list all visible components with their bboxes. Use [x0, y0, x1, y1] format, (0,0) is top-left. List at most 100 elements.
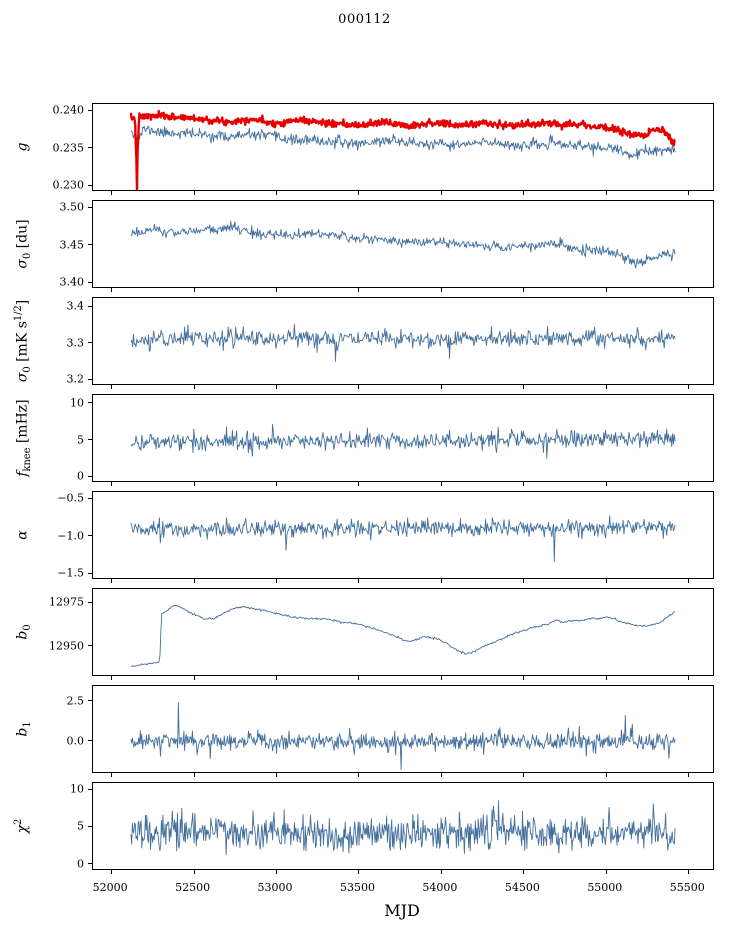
subplot-alpha: α −0.5 −1.0 −1.5 [8, 491, 729, 583]
x-tick-mark [440, 676, 442, 680]
plot-area [92, 103, 714, 195]
data-series [130, 125, 676, 160]
y-tick-mark [88, 475, 92, 477]
y-tick-mark [88, 740, 92, 742]
y-tick-mark [88, 342, 92, 344]
plot-area [92, 588, 714, 680]
y-tick-mark [88, 535, 92, 537]
y-tick-label: 5 [77, 433, 84, 447]
y-tick-label: 12975 [49, 595, 84, 609]
x-tick-mark [523, 870, 525, 874]
x-tick-mark [523, 288, 525, 292]
plot-area [92, 685, 714, 777]
y-tick-labels: 10 5 0 [38, 782, 92, 870]
x-tick-mark [193, 870, 195, 874]
x-tick-mark [276, 676, 278, 680]
x-tick-mark [440, 579, 442, 583]
x-tick-mark [358, 870, 360, 874]
x-tick-mark [688, 870, 690, 874]
series-plot [130, 604, 676, 667]
y-tick-labels: 0.240 0.235 0.230 [38, 103, 92, 192]
y-tick-label: 10 [70, 396, 84, 410]
y-tick-mark [88, 147, 92, 149]
x-tick-mark [688, 191, 690, 195]
y-tick-label: 3.50 [59, 200, 85, 214]
y-tick-mark [88, 863, 92, 865]
x-tick-label: 53000 [257, 881, 293, 894]
y-tick-label: 0 [77, 857, 84, 871]
data-series [130, 220, 676, 269]
panels: g 0.240 0.235 0.230 σ0 [du] 3.50 3.45 3.40 σ… [0, 103, 729, 874]
y-tick-label: 5 [77, 819, 84, 833]
x-tick-mark [358, 773, 360, 777]
y-tick-mark [88, 788, 92, 790]
x-tick-mark [605, 773, 607, 777]
y-axis-label: g [14, 142, 31, 152]
x-tick-mark [523, 482, 525, 486]
x-tick-label: 55500 [669, 881, 705, 894]
x-tick-mark [358, 288, 360, 292]
subplot-sigma0-du: σ0 [du] 3.50 3.45 3.40 [8, 200, 729, 292]
y-tick-label: 0.235 [52, 141, 85, 155]
y-tick-mark [88, 184, 92, 186]
x-tick-mark [523, 191, 525, 195]
figure-title: 000112 [338, 12, 391, 27]
data-series [129, 109, 676, 190]
x-tick-label: 54500 [504, 881, 540, 894]
y-tick-mark [88, 206, 92, 208]
y-tick-labels: −0.5 −1.0 −1.5 [38, 491, 92, 580]
y-tick-labels: 10 5 0 [38, 394, 92, 483]
x-tick-mark [276, 773, 278, 777]
x-tick-label: 52000 [92, 881, 128, 894]
x-tick-mark [440, 191, 442, 195]
x-tick-mark [276, 870, 278, 874]
data-series [130, 515, 676, 562]
y-tick-mark [88, 281, 92, 283]
x-tick-label: 52500 [175, 881, 211, 894]
x-tick-mark [358, 579, 360, 583]
x-axis-label: MJD [384, 901, 420, 920]
x-tick-label: 55000 [587, 881, 623, 894]
y-tick-label: 2.5 [66, 694, 85, 708]
x-tick-mark [358, 191, 360, 195]
y-tick-mark [88, 402, 92, 404]
y-tick-mark [88, 305, 92, 307]
subplot-sigma0-mks: σ0 [mK s1/2] 3.4 3.3 3.2 [8, 297, 729, 389]
y-tick-label: 10 [70, 782, 84, 796]
y-tick-mark [88, 439, 92, 441]
x-tick-mark [523, 579, 525, 583]
x-tick-mark [111, 773, 113, 777]
series-plot [130, 423, 676, 459]
x-tick-mark [523, 385, 525, 389]
data-series [130, 423, 676, 459]
x-tick-mark [193, 385, 195, 389]
y-tick-label: 3.2 [66, 372, 85, 386]
y-tick-label: −1.0 [57, 529, 84, 543]
x-tick-mark [605, 288, 607, 292]
x-tick-mark [688, 579, 690, 583]
x-tick-mark [688, 773, 690, 777]
series-plot [130, 220, 676, 269]
x-tick-mark [193, 191, 195, 195]
y-tick-label: 12950 [49, 639, 84, 653]
y-tick-label: 3.4 [66, 299, 85, 313]
x-tick-mark [111, 870, 113, 874]
x-tick-mark [193, 676, 195, 680]
x-tick-mark [111, 385, 113, 389]
y-tick-labels: 3.50 3.45 3.40 [38, 200, 92, 289]
y-tick-mark [88, 601, 92, 603]
y-tick-label: −1.5 [57, 566, 84, 580]
x-tick-mark [440, 773, 442, 777]
data-series [130, 604, 676, 667]
x-tick-mark [193, 482, 195, 486]
y-axis-label: b1 [14, 721, 34, 737]
x-tick-mark [688, 385, 690, 389]
y-tick-mark [88, 645, 92, 647]
x-tick-mark [358, 385, 360, 389]
x-tick-mark [111, 579, 113, 583]
x-tick-mark [276, 288, 278, 292]
subplot-f-knee: fknee [mHz] 10 5 0 [8, 394, 729, 486]
x-tick-labels: 52000 52500 53000 53500 54000 54500 55000 55500 [92, 879, 712, 895]
y-tick-mark [88, 378, 92, 380]
